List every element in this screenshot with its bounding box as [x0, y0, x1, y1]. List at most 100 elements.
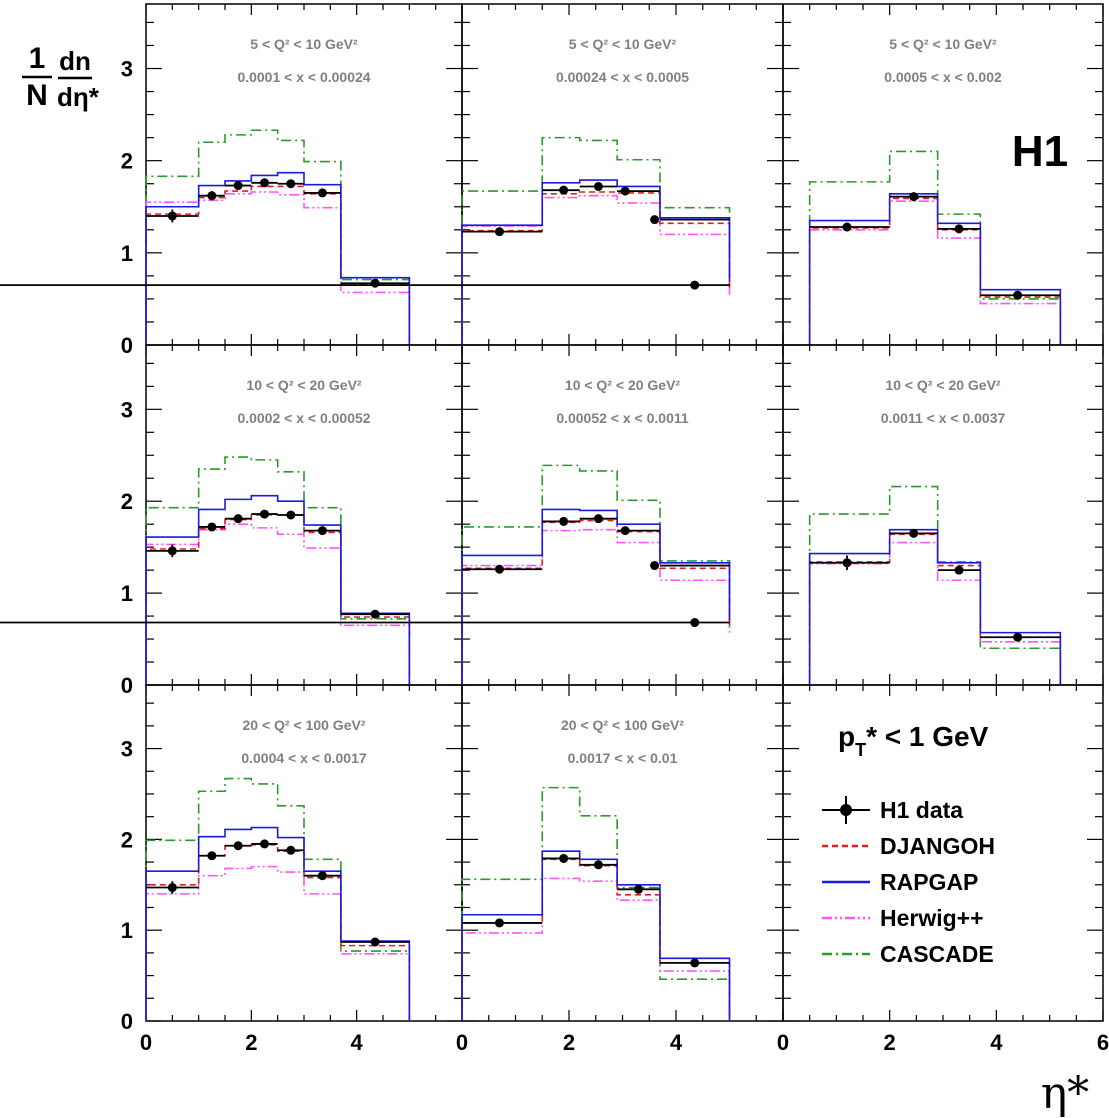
y-tick-label: 3 — [121, 737, 133, 762]
panel-x-range: 0.0011 < x < 0.0037 — [881, 410, 1006, 426]
legend-label: CASCADE — [880, 941, 994, 967]
legend-entry-rapgap: RAPGAP — [822, 869, 978, 895]
x-tick-label: 0 — [140, 1030, 152, 1055]
data-point — [225, 181, 252, 191]
y-tick-label: 0 — [121, 1009, 133, 1034]
cut-main: p — [838, 721, 855, 752]
data-point — [225, 514, 252, 524]
h1-data-series — [146, 178, 410, 288]
h1-data-series — [462, 853, 730, 968]
data-point — [198, 191, 225, 201]
panel-q2-range: 5 < Q² < 10 GeV² — [569, 36, 677, 52]
data-point — [462, 227, 543, 237]
data-point — [146, 881, 199, 894]
rapgap-series — [808, 528, 1062, 685]
panel-8: 20 < Q² < 100 GeV² 0.0017 < x < 0.01 — [461, 684, 784, 1022]
svg-text:dn: dn — [59, 46, 91, 76]
rapgap-series — [145, 494, 411, 685]
data-point — [579, 181, 618, 191]
panel-frame — [782, 344, 1104, 686]
djangoh-series — [461, 191, 731, 345]
panel-ticks — [461, 4, 784, 346]
panel-q2-range: 5 < Q² < 10 GeV² — [250, 36, 358, 52]
y-tick-label: 0 — [121, 673, 133, 698]
data-point — [889, 192, 938, 202]
y-tick-label: 0 — [121, 333, 133, 358]
y-tick-label: 1 — [121, 241, 133, 266]
panel-9 — [782, 684, 1104, 1022]
experiment-label: H1 — [1012, 127, 1068, 176]
cascade-series — [808, 485, 1062, 685]
data-point — [198, 851, 225, 861]
legend-entry-data: H1 data — [822, 796, 963, 824]
data-point — [617, 884, 660, 894]
data-point — [340, 937, 410, 947]
data-point — [889, 528, 938, 538]
panel-6: 10 < Q² < 20 GeV² 0.0011 < x < 0.0037 — [782, 344, 1104, 686]
panel-q2-range: 10 < Q² < 20 GeV² — [565, 377, 681, 393]
h1-data-series — [0, 514, 730, 628]
panel-x-range: 0.0001 < x < 0.00024 — [237, 69, 370, 85]
legend-entry-djangoh: DJANGOH — [822, 833, 995, 859]
panel-q2-range: 5 < Q² < 10 GeV² — [889, 36, 997, 52]
data-point — [980, 290, 1061, 300]
y-tick-label: 1 — [121, 918, 133, 943]
data-point — [0, 618, 730, 628]
x-tick-label: 4 — [670, 1030, 683, 1055]
data-point — [650, 561, 730, 571]
panel-x-range: 0.0017 < x < 0.01 — [568, 750, 678, 766]
rapgap-series — [808, 193, 1062, 345]
data-point — [579, 514, 618, 524]
legend-label: RAPGAP — [880, 869, 978, 895]
data-point — [0, 280, 730, 290]
panel-q2-range: 10 < Q² < 20 GeV² — [885, 377, 1001, 393]
djangoh-series — [461, 858, 731, 1021]
data-point — [542, 853, 580, 863]
data-point — [304, 526, 341, 536]
data-point — [809, 222, 890, 232]
x-tick-label: 2 — [245, 1030, 257, 1055]
h1-data-series — [0, 181, 730, 290]
legend-label: H1 data — [880, 797, 963, 823]
rapgap-series — [461, 850, 731, 1021]
x-tick-label: 0 — [456, 1030, 468, 1055]
h1-data-series — [809, 528, 1061, 642]
panel-ticks — [782, 345, 1104, 686]
data-point — [809, 555, 890, 571]
panel-x-range: 0.00024 < x < 0.0005 — [556, 69, 689, 85]
y-tick-label: 3 — [121, 397, 133, 422]
y-tick-label: 2 — [121, 827, 133, 852]
cut-sub: T — [855, 740, 866, 760]
x-tick-label: 4 — [990, 1030, 1003, 1055]
rapgap-series — [145, 171, 411, 345]
cascade-series — [461, 464, 731, 685]
herwig-series — [461, 528, 731, 685]
djangoh-series — [461, 519, 731, 685]
data-point — [617, 526, 660, 536]
data-point — [462, 918, 543, 928]
h1-data-series — [146, 509, 410, 619]
herwig-series — [461, 877, 731, 1021]
y-tick-label: 3 — [121, 57, 133, 82]
data-point — [579, 860, 618, 870]
y-axis-label: 1 N dn dη* — [22, 42, 100, 112]
data-point — [617, 186, 660, 196]
data-point — [650, 215, 730, 225]
panel-x-range: 0.0004 < x < 0.0017 — [241, 750, 367, 766]
cascade-series — [808, 150, 1062, 345]
panel-q2-range: 10 < Q² < 20 GeV² — [246, 377, 362, 393]
legend-label: DJANGOH — [880, 833, 995, 859]
data-point — [980, 632, 1061, 642]
panel-ticks — [782, 685, 1104, 1022]
data-point — [251, 839, 278, 849]
panel-1: 5 < Q² < 10 GeV² 0.0001 < x < 0.00024 — [145, 3, 463, 346]
svg-text:1: 1 — [29, 42, 46, 75]
cascade-series — [461, 786, 731, 1021]
panel-q2-range: 20 < Q² < 100 GeV² — [243, 717, 366, 733]
djangoh-series — [145, 514, 411, 685]
cascade-series — [145, 456, 411, 685]
cut-text: pT* < 1 GeV — [838, 721, 989, 760]
panel-4: 10 < Q² < 20 GeV² 0.0002 < x < 0.00052 — [145, 344, 463, 686]
data-point — [462, 564, 543, 574]
